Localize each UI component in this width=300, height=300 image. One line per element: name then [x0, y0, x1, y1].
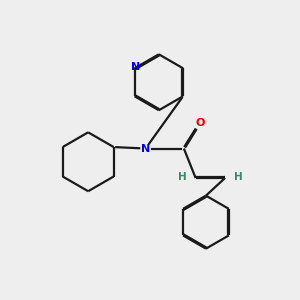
Text: N: N: [131, 62, 141, 72]
Text: N: N: [141, 143, 150, 154]
Text: H: H: [178, 172, 187, 182]
Text: O: O: [195, 118, 205, 128]
Text: H: H: [234, 172, 243, 182]
